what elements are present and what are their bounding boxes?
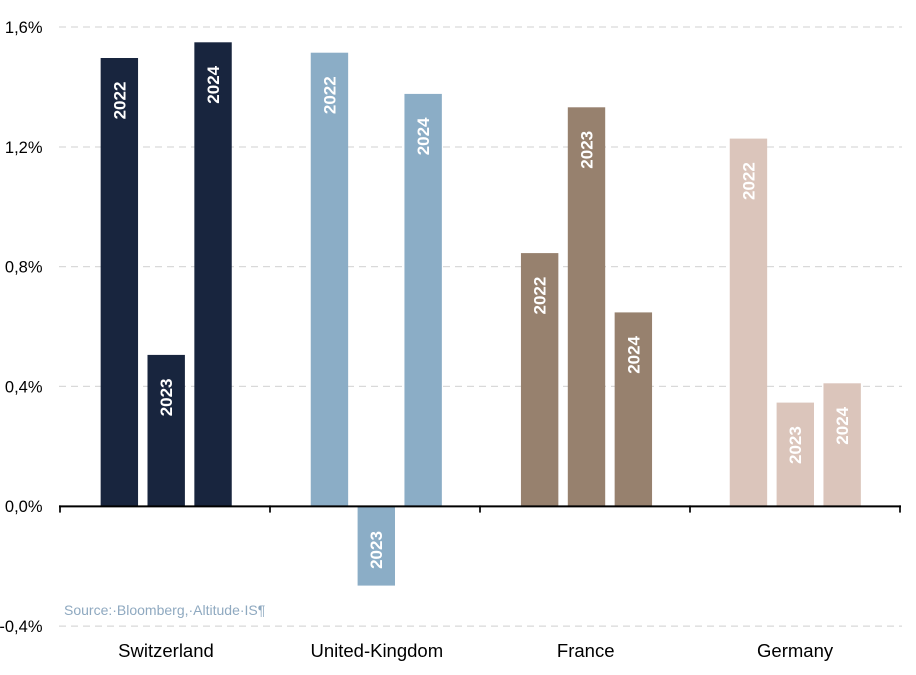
svg-text:2022: 2022 [739,162,758,200]
svg-text:France: France [557,640,615,661]
svg-text:1,6%: 1,6% [5,19,43,37]
svg-text:Switzerland: Switzerland [118,640,214,661]
svg-text:United-Kingdom: United-Kingdom [310,640,443,661]
svg-text:0,4%: 0,4% [5,378,43,396]
svg-text:2024: 2024 [624,335,643,373]
svg-text:Source:·Bloomberg,·Altitude·IS: Source:·Bloomberg,·Altitude·IS¶ [64,602,265,618]
svg-text:1,2%: 1,2% [5,139,43,157]
svg-text:2022: 2022 [110,82,129,120]
svg-text:2023: 2023 [367,531,386,569]
svg-text:2024: 2024 [414,117,433,155]
svg-text:2023: 2023 [157,378,176,416]
svg-text:0,0%: 0,0% [5,498,43,516]
svg-text:2023: 2023 [577,131,596,169]
svg-text:2024: 2024 [833,406,852,444]
svg-text:-0,4%: -0,4% [0,618,43,636]
svg-text:2022: 2022 [320,76,339,114]
svg-text:2022: 2022 [531,277,550,315]
svg-text:0,8%: 0,8% [5,259,43,277]
svg-text:2024: 2024 [204,65,223,103]
svg-text:2023: 2023 [786,426,805,464]
svg-text:Germany: Germany [757,640,834,661]
